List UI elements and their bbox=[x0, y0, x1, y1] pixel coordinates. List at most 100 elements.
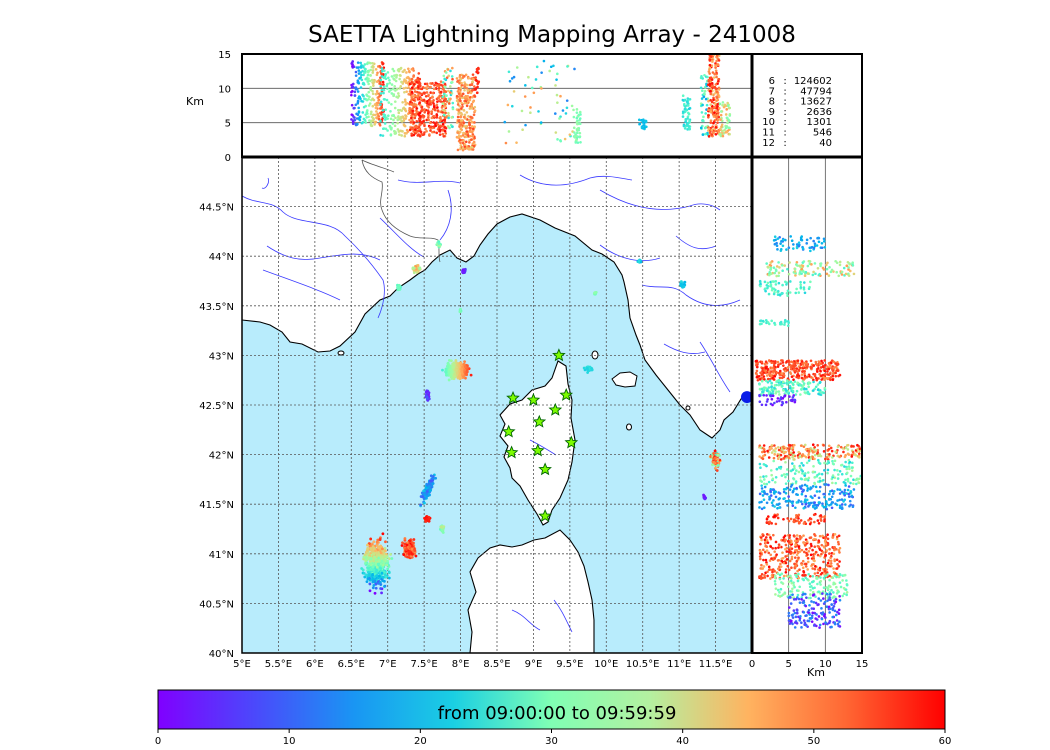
top-point bbox=[718, 106, 721, 110]
top-point bbox=[400, 109, 403, 112]
map-point bbox=[410, 547, 414, 551]
side-point bbox=[829, 497, 833, 501]
side-point bbox=[828, 574, 831, 578]
top-point bbox=[715, 90, 719, 94]
side-point bbox=[818, 390, 822, 394]
top-point bbox=[707, 70, 711, 73]
side-point bbox=[818, 485, 822, 489]
side-point bbox=[825, 502, 829, 506]
top-point bbox=[378, 95, 381, 98]
top-point bbox=[424, 94, 428, 98]
side-point bbox=[821, 502, 824, 505]
side-point bbox=[766, 449, 769, 453]
top-point bbox=[419, 87, 422, 90]
side-point bbox=[805, 484, 809, 488]
side-point bbox=[797, 513, 801, 517]
map-point bbox=[408, 539, 412, 543]
side-point bbox=[838, 504, 842, 507]
top-point bbox=[428, 133, 431, 136]
side-point bbox=[827, 367, 831, 371]
side-point bbox=[798, 568, 801, 572]
top-point bbox=[351, 65, 354, 68]
top-point bbox=[415, 125, 419, 129]
side-point bbox=[769, 394, 772, 397]
map-point bbox=[379, 562, 383, 566]
side-point bbox=[835, 270, 839, 274]
side-point bbox=[826, 458, 830, 461]
side-point bbox=[772, 292, 776, 296]
side-point bbox=[763, 388, 766, 392]
side-point bbox=[815, 376, 818, 380]
side-point bbox=[782, 457, 786, 460]
side-point bbox=[763, 492, 767, 495]
top-point bbox=[399, 85, 403, 88]
side-point bbox=[795, 246, 799, 250]
top-point bbox=[717, 59, 721, 62]
side-point bbox=[758, 501, 761, 504]
side-point bbox=[801, 370, 804, 373]
top-point bbox=[412, 75, 415, 78]
top-point bbox=[363, 67, 367, 71]
side-point bbox=[797, 450, 801, 454]
side-point bbox=[800, 267, 804, 271]
side-point bbox=[834, 362, 837, 365]
map-point bbox=[427, 485, 431, 489]
side-point bbox=[786, 289, 790, 293]
map-point bbox=[447, 363, 450, 366]
top-point bbox=[715, 99, 718, 103]
top-point bbox=[407, 67, 410, 71]
top-point bbox=[441, 87, 445, 91]
side-point bbox=[760, 487, 764, 490]
top-point bbox=[711, 71, 715, 74]
top-point bbox=[702, 92, 706, 95]
rivers bbox=[242, 174, 741, 633]
side-point bbox=[777, 466, 781, 469]
top-point bbox=[515, 66, 519, 69]
top-point bbox=[407, 86, 410, 89]
top-point bbox=[413, 116, 417, 120]
top-point bbox=[389, 117, 393, 121]
side-point bbox=[794, 369, 798, 373]
top-point bbox=[455, 99, 459, 103]
map-point bbox=[454, 359, 458, 362]
top-point bbox=[431, 91, 434, 95]
map-point bbox=[401, 541, 404, 545]
side-point bbox=[809, 553, 813, 557]
top-point bbox=[702, 95, 706, 99]
map-xtick-label: 11.5°E bbox=[699, 659, 733, 670]
top-point bbox=[381, 62, 385, 66]
top-point bbox=[457, 119, 460, 123]
side-point bbox=[781, 359, 784, 362]
top-point bbox=[436, 100, 439, 103]
side-point bbox=[795, 243, 799, 246]
side-point bbox=[765, 482, 769, 486]
map-point bbox=[442, 525, 446, 529]
side-point bbox=[780, 264, 784, 267]
top-point bbox=[510, 77, 514, 80]
top-point bbox=[397, 108, 400, 112]
map-point bbox=[637, 260, 641, 264]
top-point bbox=[563, 137, 567, 141]
station-star-icon bbox=[538, 508, 552, 522]
top-point bbox=[576, 122, 579, 126]
side-point bbox=[760, 403, 764, 407]
side-point bbox=[795, 553, 799, 557]
map-lightning-points bbox=[360, 239, 752, 595]
side-point bbox=[823, 515, 826, 519]
side-point bbox=[789, 371, 792, 374]
top-point bbox=[423, 110, 426, 114]
station-star-icon bbox=[548, 402, 563, 416]
map-point bbox=[367, 542, 371, 545]
side-point bbox=[844, 503, 847, 506]
top-point bbox=[361, 111, 365, 114]
top-point bbox=[726, 101, 729, 105]
top-point bbox=[542, 59, 546, 63]
side-point bbox=[812, 465, 815, 468]
map-point bbox=[365, 580, 369, 584]
side-point bbox=[823, 245, 827, 249]
side-point bbox=[762, 506, 766, 509]
side-point bbox=[821, 478, 825, 482]
top-point bbox=[709, 119, 713, 122]
side-point bbox=[799, 265, 802, 269]
side-point bbox=[849, 490, 853, 494]
